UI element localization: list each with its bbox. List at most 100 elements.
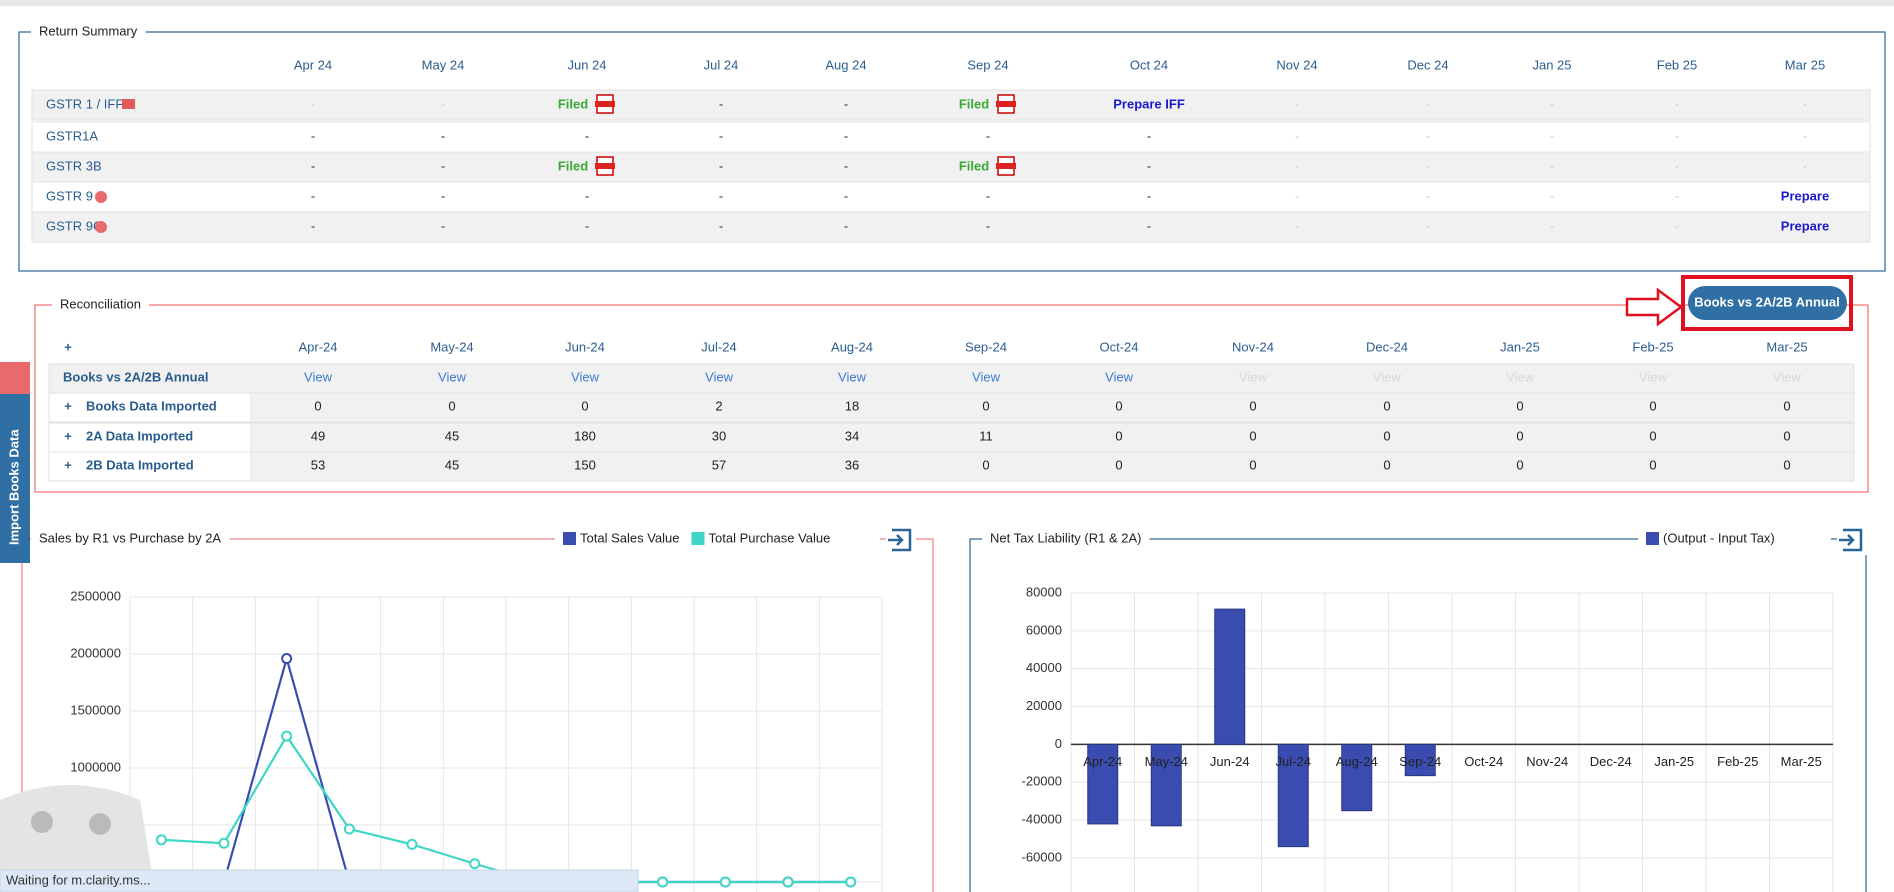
status-cell: - — [1426, 218, 1430, 233]
view-link: View — [1773, 369, 1802, 384]
row-band — [31, 211, 1871, 243]
y-tick-label: 0 — [1055, 736, 1062, 751]
status-cell[interactable]: Filed — [558, 96, 588, 111]
import-tab-icon[interactable] — [0, 362, 30, 394]
view-link[interactable]: View — [1105, 369, 1134, 384]
point — [155, 834, 167, 846]
export-icon[interactable] — [1839, 528, 1863, 552]
status-cell: - — [844, 128, 848, 143]
status-cell: - — [719, 128, 723, 143]
status-cell[interactable]: Prepare — [1781, 218, 1829, 233]
info-icon — [95, 191, 107, 203]
status-cell[interactable]: Prepare IFF — [1113, 96, 1185, 111]
panel-title: Net Tax Liability (R1 & 2A) — [990, 530, 1142, 545]
expand-row[interactable]: + — [64, 457, 72, 472]
y-tick-label: -60000 — [1022, 849, 1062, 864]
month-header: Oct 24 — [1130, 57, 1168, 72]
row-label[interactable]: GSTR1A — [46, 128, 98, 143]
view-link[interactable]: View — [838, 369, 867, 384]
count-cell: 0 — [1649, 457, 1656, 472]
x-tick-label: Feb-25 — [1717, 754, 1758, 769]
view-link[interactable]: View — [705, 369, 734, 384]
pdf-icon-band — [595, 101, 615, 107]
x-tick-label: Jan-25 — [1654, 754, 1694, 769]
status-cell: - — [441, 188, 445, 203]
annual-button[interactable] — [1688, 286, 1847, 320]
view-link[interactable]: View — [972, 369, 1001, 384]
status-cell: - — [1295, 188, 1299, 203]
view-link: View — [1373, 369, 1402, 384]
view-link[interactable]: View — [304, 369, 333, 384]
legend-label: Total Purchase Value — [709, 530, 831, 545]
export-icon[interactable] — [888, 528, 912, 552]
status-cell[interactable]: Filed — [558, 158, 588, 173]
status-cell: - — [441, 218, 445, 233]
point — [281, 653, 293, 665]
count-cell: 30 — [712, 428, 726, 443]
panel-border — [969, 538, 1867, 892]
status-cell: - — [1147, 158, 1151, 173]
bar — [1214, 608, 1246, 745]
x-tick-label: Sep-24 — [1399, 754, 1441, 769]
month-header: Mar-25 — [1766, 339, 1807, 354]
panel-title: Return Summary — [39, 23, 138, 38]
row-label[interactable]: GSTR 3B — [46, 158, 102, 173]
status-cell: - — [1550, 218, 1554, 233]
month-header: Apr 24 — [294, 57, 332, 72]
month-header: Feb-25 — [1632, 339, 1673, 354]
month-header: Feb 25 — [1657, 57, 1697, 72]
row-label[interactable]: GSTR 9C — [46, 218, 102, 233]
view-link[interactable]: View — [438, 369, 467, 384]
count-cell: 0 — [1783, 457, 1790, 472]
status-cell: - — [441, 128, 445, 143]
count-cell: 0 — [1783, 398, 1790, 413]
expand-all[interactable]: + — [64, 339, 72, 354]
count-cell: 0 — [1516, 457, 1523, 472]
helper-figure — [31, 811, 53, 833]
info-icon — [95, 221, 107, 233]
y-tick-label: 40000 — [1026, 660, 1062, 675]
view-link: View — [1506, 369, 1535, 384]
status-cell: - — [311, 188, 315, 203]
count-cell: 0 — [314, 398, 321, 413]
panel-border — [34, 304, 1869, 493]
legend-label: (Output - Input Tax) — [1663, 530, 1775, 545]
count-cell: 18 — [845, 398, 859, 413]
bar — [1341, 743, 1373, 812]
row-band — [48, 363, 1855, 394]
row-label[interactable]: GSTR 1 / IFF — [46, 96, 123, 111]
count-cell: 0 — [1383, 457, 1390, 472]
month-header: Sep-24 — [965, 339, 1007, 354]
row-band — [31, 151, 1871, 183]
status-cell: - — [311, 128, 315, 143]
import-tab[interactable] — [0, 362, 30, 563]
import-tab-label[interactable]: Import Books Data — [6, 429, 21, 545]
count-cell: 45 — [445, 428, 459, 443]
bar — [1150, 743, 1182, 827]
annual-button-label[interactable]: Books vs 2A/2B Annual — [1694, 294, 1839, 309]
count-cell: 0 — [1783, 428, 1790, 443]
point — [281, 730, 293, 742]
status-cell[interactable]: Filed — [959, 96, 989, 111]
count-cell: 0 — [581, 398, 588, 413]
y-tick-label: 2500000 — [70, 588, 121, 603]
x-tick-label: Aug-24 — [1336, 754, 1378, 769]
expand-row[interactable]: + — [64, 428, 72, 443]
month-header: Jun-24 — [565, 339, 605, 354]
status-cell[interactable]: Prepare — [1781, 188, 1829, 203]
status-cell: - — [585, 188, 589, 203]
expand-row[interactable]: + — [64, 398, 72, 413]
count-cell: 2 — [715, 398, 722, 413]
row-band — [48, 392, 1855, 423]
count-cell: 0 — [1249, 398, 1256, 413]
pdf-icon-band — [595, 163, 615, 169]
status-cell: - — [585, 128, 589, 143]
status-cell: - — [986, 128, 990, 143]
row-label[interactable]: GSTR 9 — [46, 188, 93, 203]
status-cell: - — [844, 96, 848, 111]
x-tick-label: Jun-24 — [1210, 754, 1250, 769]
status-cell: - — [719, 96, 723, 111]
status-cell[interactable]: Filed — [959, 158, 989, 173]
count-cell: 49 — [311, 428, 325, 443]
view-link[interactable]: View — [571, 369, 600, 384]
